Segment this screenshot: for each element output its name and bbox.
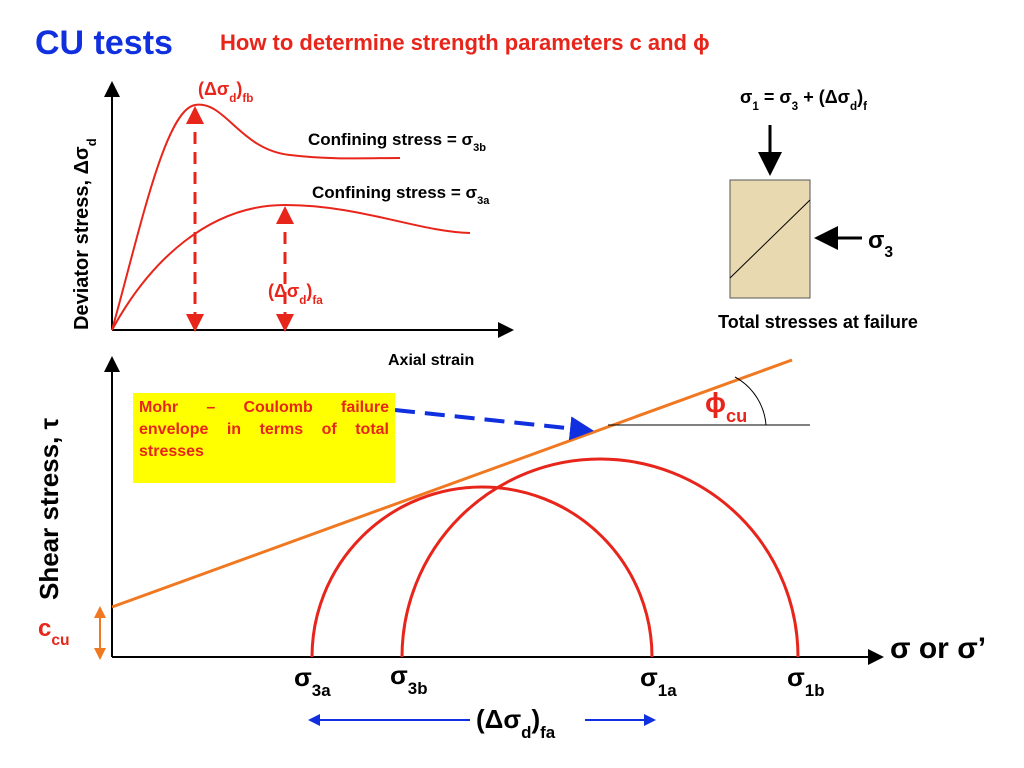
phi-label: ϕcu bbox=[705, 387, 747, 426]
subscript: d bbox=[299, 294, 306, 307]
text-part: ) bbox=[236, 79, 242, 99]
text-part: = σ bbox=[759, 87, 792, 107]
text-part: σ bbox=[640, 662, 658, 692]
subscript: 3a bbox=[312, 681, 331, 700]
envelope-note: Mohr – Coulomb failure envelope in terms… bbox=[133, 393, 395, 483]
subscript: 3 bbox=[792, 100, 799, 113]
peak-b-label: (Δσd)fb bbox=[198, 79, 253, 105]
text-part: σ bbox=[390, 660, 408, 690]
subscript: cu bbox=[51, 632, 69, 649]
specimen bbox=[729, 179, 811, 299]
text-part: Confining stress = σ bbox=[308, 130, 473, 149]
text-part: Confining stress = σ bbox=[312, 183, 477, 202]
text-part: σ bbox=[787, 662, 805, 692]
x-label: σ1b bbox=[787, 662, 825, 700]
x-label: σ3b bbox=[390, 660, 428, 698]
subscript: d bbox=[850, 100, 857, 113]
curve-b bbox=[111, 103, 401, 331]
note-arrow bbox=[394, 408, 594, 441]
mohr-circle-b bbox=[400, 457, 800, 658]
angle-arc bbox=[734, 376, 767, 426]
x-label: σ3a bbox=[294, 662, 331, 700]
text-part: (Δσ bbox=[268, 281, 299, 301]
subscript: cu bbox=[726, 406, 747, 426]
text-part: (Δσ bbox=[476, 704, 521, 734]
text-part: ) bbox=[857, 87, 863, 107]
subscript: fa bbox=[540, 723, 556, 742]
peak-a-label: (Δσd)fa bbox=[268, 281, 323, 307]
text-part: ) bbox=[306, 281, 312, 301]
curve-a-label: Confining stress = σ3a bbox=[312, 183, 490, 207]
x-label: σ1a bbox=[640, 662, 677, 700]
text-part: Deviator stress, Δσ bbox=[71, 146, 93, 330]
title: CU tests bbox=[35, 24, 173, 62]
x-axis-label: σ or σ’ bbox=[890, 632, 986, 665]
text-part: + (Δσ bbox=[798, 87, 850, 107]
subscript: d bbox=[84, 138, 99, 146]
x-axis-label: Axial strain bbox=[388, 352, 474, 369]
failure-envelope bbox=[111, 358, 793, 609]
curve-a bbox=[111, 203, 471, 331]
text-part: (Δσ bbox=[198, 79, 229, 99]
delta-label: (Δσd)fa bbox=[476, 704, 556, 742]
subscript: 1a bbox=[658, 681, 677, 700]
subtitle: How to determine strength parameters c a… bbox=[220, 30, 710, 55]
subscript: 1 bbox=[752, 100, 759, 113]
caption: Total stresses at failure bbox=[718, 312, 918, 332]
curve-b-label: Confining stress = σ3b bbox=[308, 130, 486, 154]
subscript: 1b bbox=[805, 681, 825, 700]
subscript: d bbox=[229, 92, 236, 105]
text-part: σ bbox=[868, 227, 884, 254]
text-part: ) bbox=[531, 704, 540, 734]
subscript: 3a bbox=[477, 195, 490, 207]
failure-plane bbox=[729, 199, 811, 279]
subscript: 3 bbox=[884, 244, 893, 261]
text-part: σ bbox=[294, 662, 312, 692]
subscript: fb bbox=[242, 92, 253, 105]
subscript: 3b bbox=[473, 142, 486, 154]
y-axis-label: Shear stress, τ bbox=[34, 417, 64, 600]
equation: σ1 = σ3 + (Δσd)f bbox=[740, 87, 867, 113]
subscript: 3b bbox=[408, 679, 428, 698]
y-axis-label: Deviator stress, Δσd bbox=[71, 138, 99, 330]
subscript: fa bbox=[312, 294, 323, 307]
subscript: f bbox=[863, 100, 867, 113]
text-part: σ bbox=[740, 87, 752, 107]
subscript: d bbox=[521, 723, 531, 742]
c-label: ccu bbox=[38, 615, 70, 649]
text-part: c bbox=[38, 615, 51, 642]
text-part: ϕ bbox=[705, 387, 726, 418]
mohr-circle-a bbox=[310, 485, 654, 658]
lateral-label: σ3 bbox=[868, 227, 893, 261]
